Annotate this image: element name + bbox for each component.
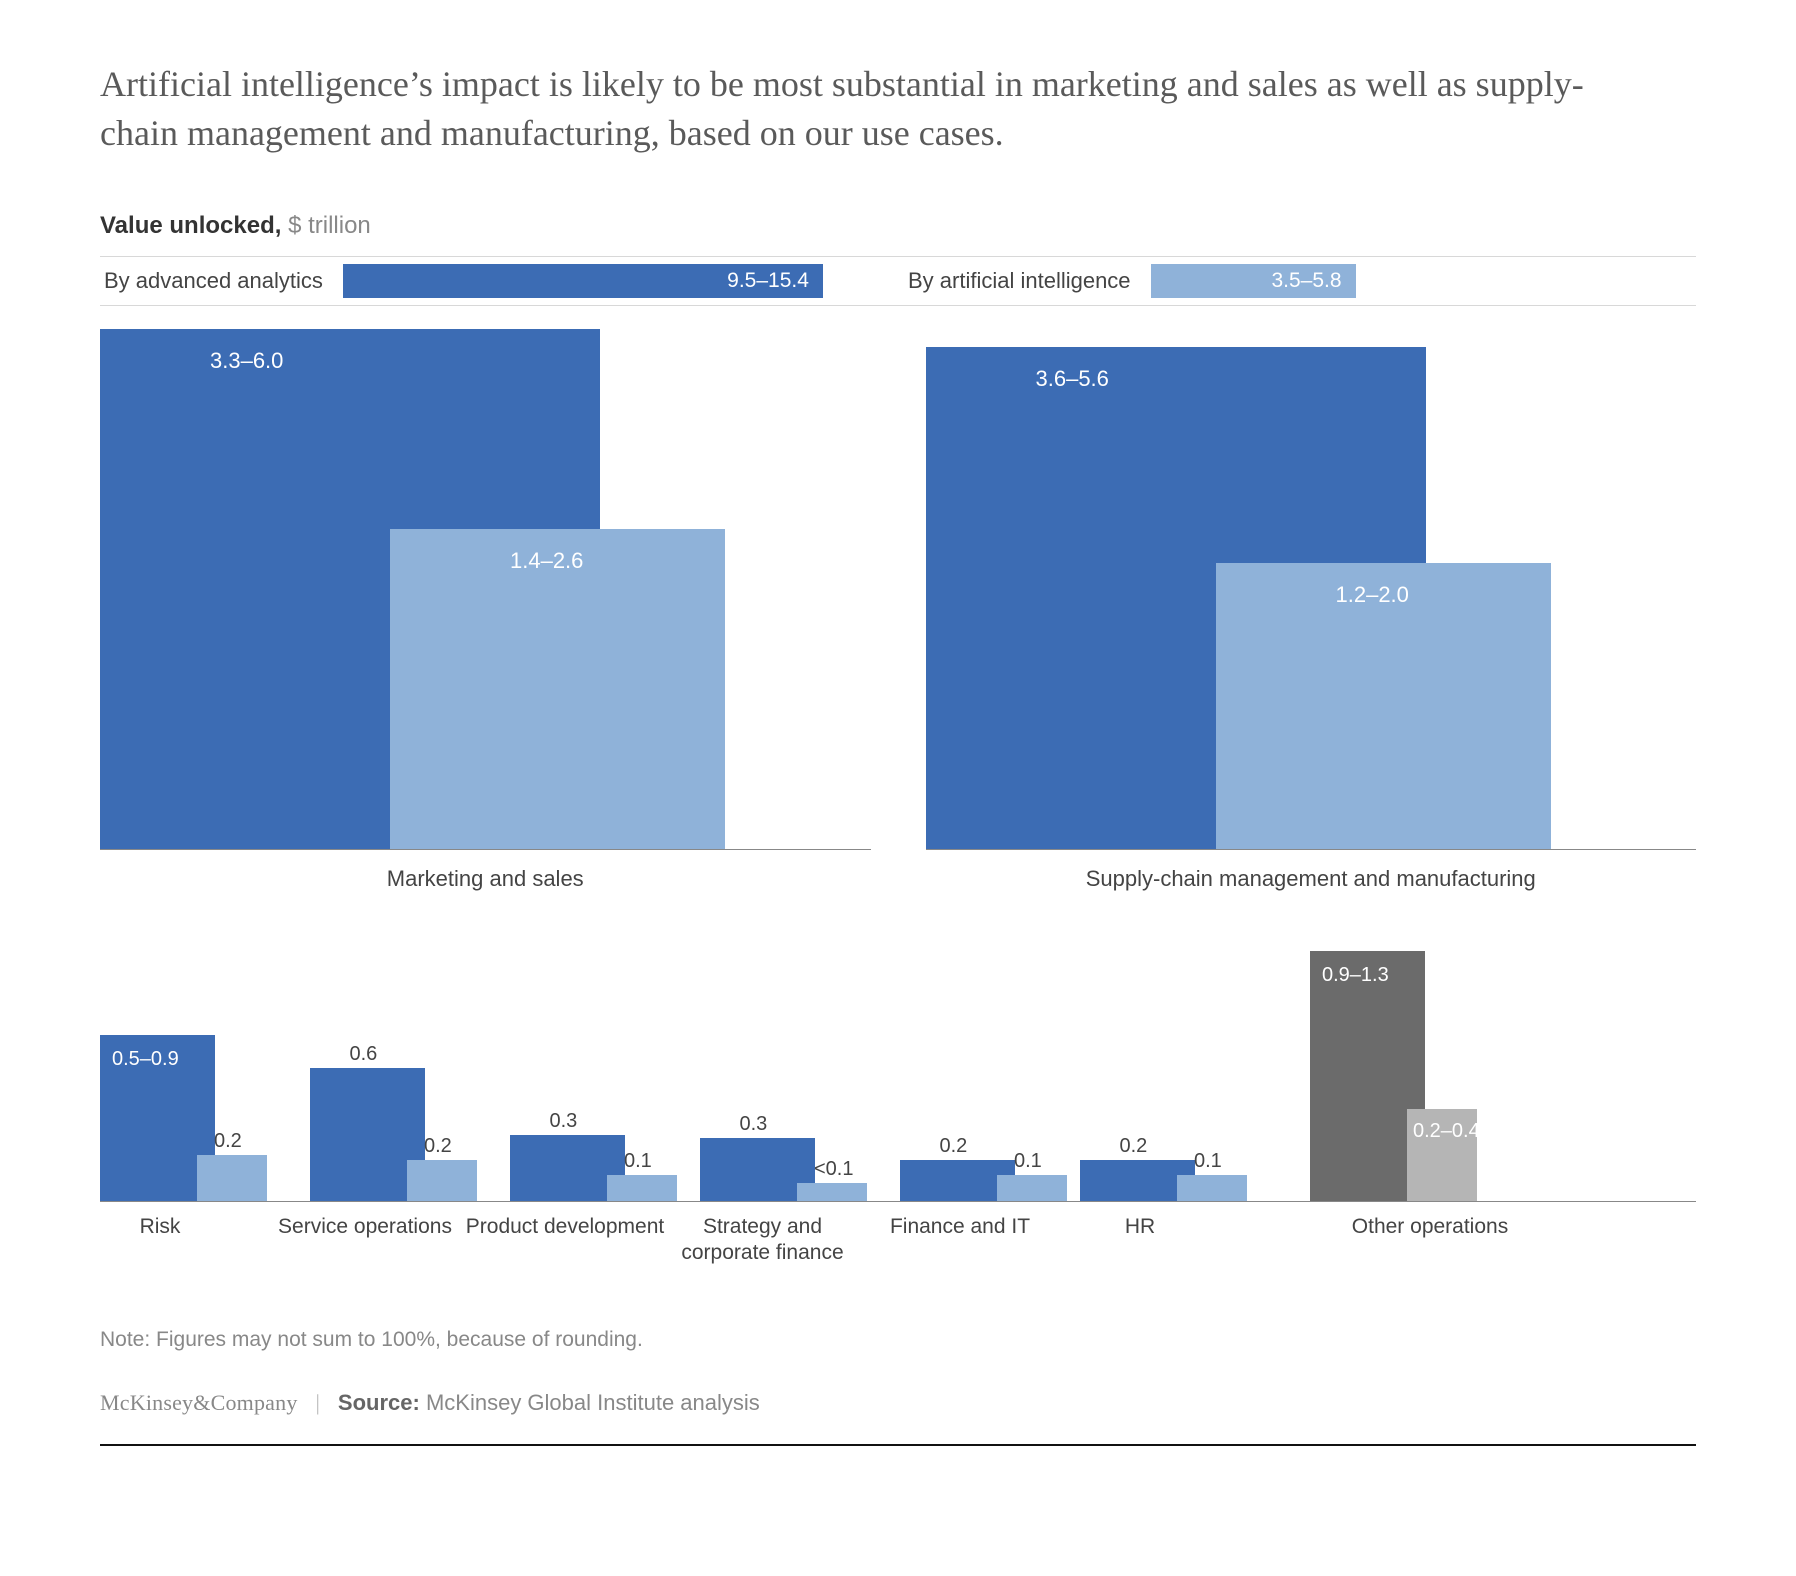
source: Source: McKinsey Global Institute analys… <box>338 1390 760 1416</box>
big-group-1: 3.6–5.6 1.2–2.0 Supply-chain management a… <box>926 330 1697 892</box>
small-chart: 0.5–0.9 0.2 0.6 0.2 0.3 0.1 0.3 <0.1 0.2 0.1 0.2 0.… <box>100 952 1696 1302</box>
big-xlabel-0: Marketing and sales <box>100 850 871 892</box>
small-bar-front-3 <box>797 1183 867 1202</box>
small-xlabel-3: Strategy and corporate finance <box>660 1214 865 1267</box>
small-label-front-4: 0.1 <box>1014 1150 1042 1173</box>
legend-ai-value: 3.5–5.8 <box>1271 269 1341 293</box>
small-xlabel-2: Product development <box>465 1214 665 1240</box>
small-label-back-0: 0.5–0.9 <box>112 1048 179 1071</box>
legend-analytics-value: 9.5–15.4 <box>727 269 809 293</box>
note: Note: Figures may not sum to 100%, becau… <box>100 1328 1696 1352</box>
big-bar-front-0 <box>390 529 725 850</box>
small-bars: 0.5–0.9 0.2 0.6 0.2 0.3 0.1 0.3 <0.1 0.2 0.1 0.2 0.… <box>100 952 1696 1202</box>
legend-ai-label: By artificial intelligence <box>904 268 1137 294</box>
legend-row: By advanced analytics 9.5–15.4 By artifi… <box>100 256 1696 306</box>
big-bars-1: 3.6–5.6 1.2–2.0 <box>926 330 1697 850</box>
small-bar-front-5 <box>1177 1175 1247 1201</box>
big-bars-0: 3.3–6.0 1.4–2.6 <box>100 330 871 850</box>
small-label-back-5: 0.2 <box>1120 1135 1148 1158</box>
legend-ai: By artificial intelligence 3.5–5.8 <box>870 257 1696 305</box>
big-label-back-0: 3.3–6.0 <box>210 348 283 374</box>
small-label-back-2: 0.3 <box>550 1110 578 1133</box>
small-label-back-6: 0.9–1.3 <box>1322 964 1389 987</box>
chart-subtitle: Value unlocked, $ trillion <box>100 212 1696 240</box>
small-label-front-2: 0.1 <box>624 1150 652 1173</box>
small-xlabel-6: Other operations <box>1300 1214 1560 1240</box>
small-xlabels: RiskService operationsProduct developmen… <box>100 1202 1696 1302</box>
source-text: McKinsey Global Institute analysis <box>420 1390 760 1415</box>
legend-analytics-label: By advanced analytics <box>100 268 329 294</box>
big-group-0: 3.3–6.0 1.4–2.6 Marketing and sales <box>100 330 871 892</box>
small-bar-front-2 <box>607 1175 677 1201</box>
small-bar-front-4 <box>997 1175 1067 1201</box>
small-label-back-4: 0.2 <box>940 1135 968 1158</box>
small-label-front-3: <0.1 <box>814 1158 853 1181</box>
small-xlabel-0: Risk <box>70 1214 250 1240</box>
divider: | <box>316 1390 320 1416</box>
big-label-front-0: 1.4–2.6 <box>510 548 583 574</box>
legend-analytics-bar: 9.5–15.4 <box>343 264 823 298</box>
legend-analytics: By advanced analytics 9.5–15.4 <box>100 257 870 305</box>
small-label-front-6: 0.2–0.4 <box>1413 1120 1480 1143</box>
big-label-back-1: 3.6–5.6 <box>1036 366 1109 392</box>
small-label-back-1: 0.6 <box>350 1043 378 1066</box>
page-headline: Artificial intelligence’s impact is like… <box>100 60 1600 157</box>
small-bar-front-0 <box>197 1155 267 1201</box>
big-chart: 3.3–6.0 1.4–2.6 Marketing and sales 3.6–5… <box>100 330 1696 892</box>
subtitle-light: $ trillion <box>281 212 370 239</box>
source-row: McKinsey&Company | Source: McKinsey Glob… <box>100 1390 1696 1446</box>
small-label-front-0: 0.2 <box>214 1130 242 1153</box>
brand-logo: McKinsey&Company <box>100 1390 298 1416</box>
small-label-front-5: 0.1 <box>1194 1150 1222 1173</box>
legend-ai-bar: 3.5–5.8 <box>1151 264 1356 298</box>
big-xlabel-1: Supply-chain management and manufacturin… <box>926 850 1697 892</box>
small-bar-front-1 <box>407 1160 477 1201</box>
small-xlabel-4: Finance and IT <box>875 1214 1045 1240</box>
subtitle-bold: Value unlocked, <box>100 212 281 239</box>
small-xlabel-5: HR <box>1055 1214 1225 1240</box>
small-xlabel-1: Service operations <box>270 1214 460 1240</box>
big-label-front-1: 1.2–2.0 <box>1336 582 1409 608</box>
source-label: Source: <box>338 1390 420 1415</box>
small-label-front-1: 0.2 <box>424 1135 452 1158</box>
small-label-back-3: 0.3 <box>740 1113 768 1136</box>
